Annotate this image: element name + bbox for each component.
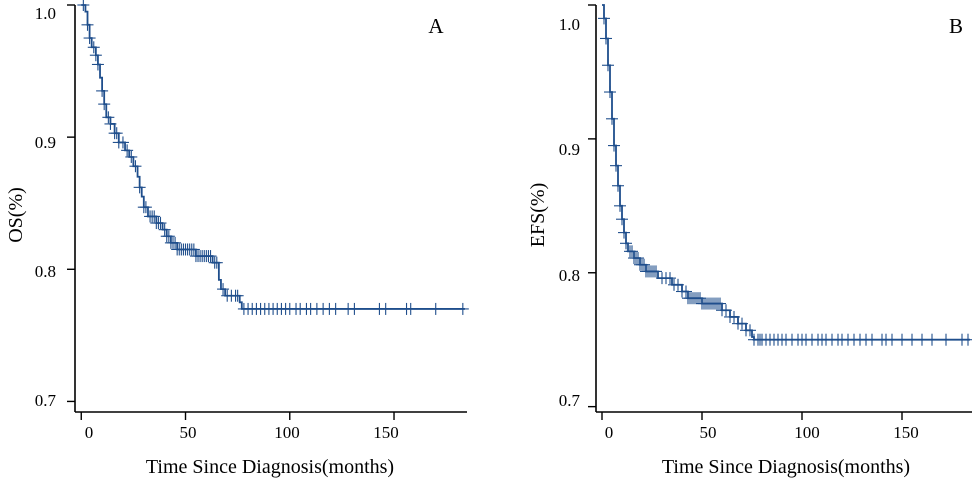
panel-b-x-axis-title: Time Since Diagnosis(months) xyxy=(662,456,910,478)
panel-a-censor-mark xyxy=(96,84,109,97)
panel-b-censor-mark xyxy=(962,333,972,346)
panel-a-censor-mark xyxy=(91,58,104,71)
panel-a-x-tick-label: 50 xyxy=(180,423,197,442)
panel-a-x-tick-label: 100 xyxy=(274,423,300,442)
panel-b-censor-mark xyxy=(664,272,676,285)
panel-b-censor-mark xyxy=(736,317,748,330)
panel-a-censor-mark xyxy=(210,256,223,269)
panel-a-y-axis-title: OS(%) xyxy=(5,187,27,243)
panel-a-censor-mark xyxy=(329,302,342,315)
panel-b-y-tick-label: 0.7 xyxy=(559,391,581,410)
panel-b-censor-mark xyxy=(600,32,612,45)
panel-b-censor-mark xyxy=(672,278,684,291)
panel-a-censor-mark xyxy=(231,289,244,302)
panel-a-censor-mark xyxy=(121,144,134,157)
panel-b-survival-curve xyxy=(602,4,970,341)
panel-a-x-tick-label: 150 xyxy=(373,423,399,442)
panel-a-censor-mark xyxy=(148,210,161,223)
panel-b-censor-mark xyxy=(632,252,644,265)
panel-a-censor-mark xyxy=(204,250,217,263)
panel-b-censor-mark xyxy=(608,139,620,152)
panel-b-censor-mark xyxy=(612,179,624,192)
panel-a-x-axis-title: Time Since Diagnosis(months) xyxy=(146,456,394,478)
panel-a-label: A xyxy=(428,14,444,38)
panel-b-censor-mark xyxy=(604,86,616,99)
panel-b-censor-mark xyxy=(940,333,952,346)
panel-b-censor-mark xyxy=(744,324,756,337)
panel-a-y-tick-label: 0.9 xyxy=(35,133,56,152)
panel-b-censor-mark xyxy=(680,285,692,298)
panel-b-censor-mark xyxy=(728,310,740,323)
panel-a-censor-mark xyxy=(104,117,117,130)
panel-b-y-tick-label: 0.8 xyxy=(559,266,580,285)
panel-b-x-tick-label: 0 xyxy=(605,423,614,442)
panel-a-censor-mark xyxy=(404,302,417,315)
panel-b-label: B xyxy=(949,14,963,38)
panel-b-censor-mark xyxy=(618,226,630,239)
panel-a-y-tick-label: 1.0 xyxy=(35,4,56,23)
panel-b-censor-mark xyxy=(638,258,650,271)
panel-b-y-tick-label: 0.9 xyxy=(559,140,580,159)
panel-a-censor-mark xyxy=(154,217,167,230)
panel-a-censor-mark xyxy=(89,49,102,62)
panel-b-censor-mark xyxy=(620,237,632,250)
panel-a-y-tick-label: 0.7 xyxy=(35,391,57,410)
panel-b-y-tick-label: 1.0 xyxy=(559,15,580,34)
panel-b-y-axis-title: EFS(%) xyxy=(527,183,549,247)
panel-a-censor-mark xyxy=(81,18,94,31)
panel-a: A Time Since Diagnosis(months) OS(%) 0.7… xyxy=(5,0,469,478)
panel-b-censor-mark xyxy=(714,297,726,310)
panel-a-censor-mark xyxy=(169,236,182,249)
panel-b-x-tick-label: 150 xyxy=(893,423,919,442)
panel-a-censor-mark xyxy=(348,302,361,315)
panel-b-plot xyxy=(588,4,972,420)
panel-b-censor-mark xyxy=(926,333,938,346)
panel-b-x-tick-label: 100 xyxy=(794,423,820,442)
panel-a-censor-mark xyxy=(87,41,100,54)
panel-b: B Time Since Diagnosis(months) EFS(%) 0.… xyxy=(527,4,972,478)
panel-a-censor-mark xyxy=(217,283,230,296)
panel-a-censor-mark xyxy=(139,201,152,214)
panel-a-x-tick-label: 0 xyxy=(85,423,94,442)
panel-a-censor-mark xyxy=(129,160,142,173)
panel-b-censor-mark xyxy=(614,199,626,212)
panel-b-censor-mark xyxy=(650,265,662,278)
panel-a-censor-mark xyxy=(102,111,115,124)
panel-a-censor-mark xyxy=(125,150,138,163)
panel-a-censor-mark xyxy=(187,243,200,256)
panel-a-censor-mark xyxy=(110,127,123,140)
panel-a-censor-mark xyxy=(379,302,392,315)
panel-b-censor-mark xyxy=(720,304,732,317)
panel-a-censor-mark xyxy=(83,32,96,45)
panel-b-censor-mark xyxy=(616,213,628,226)
panel-b-censor-mark xyxy=(626,245,638,258)
panel-a-censor-mark xyxy=(456,302,469,315)
panel-b-censor-mark xyxy=(610,159,622,172)
panel-b-censor-mark xyxy=(606,112,618,125)
panel-b-censor-mark xyxy=(602,59,614,72)
panel-a-censor-mark xyxy=(116,136,129,149)
panel-a-censor-mark xyxy=(77,0,90,11)
panel-a-survival-curve xyxy=(81,4,465,310)
panel-a-censor-mark xyxy=(133,181,146,194)
panel-b-censor-mark xyxy=(598,12,610,25)
panel-a-censor-mark xyxy=(162,230,175,243)
panel-a-plot xyxy=(67,0,469,420)
panel-a-y-tick-label: 0.8 xyxy=(35,262,56,281)
panel-a-censor-mark xyxy=(98,98,111,111)
panel-a-censor-mark xyxy=(429,302,442,315)
panel-b-x-tick-label: 50 xyxy=(700,423,717,442)
panel-a-censor-mark xyxy=(158,223,171,236)
